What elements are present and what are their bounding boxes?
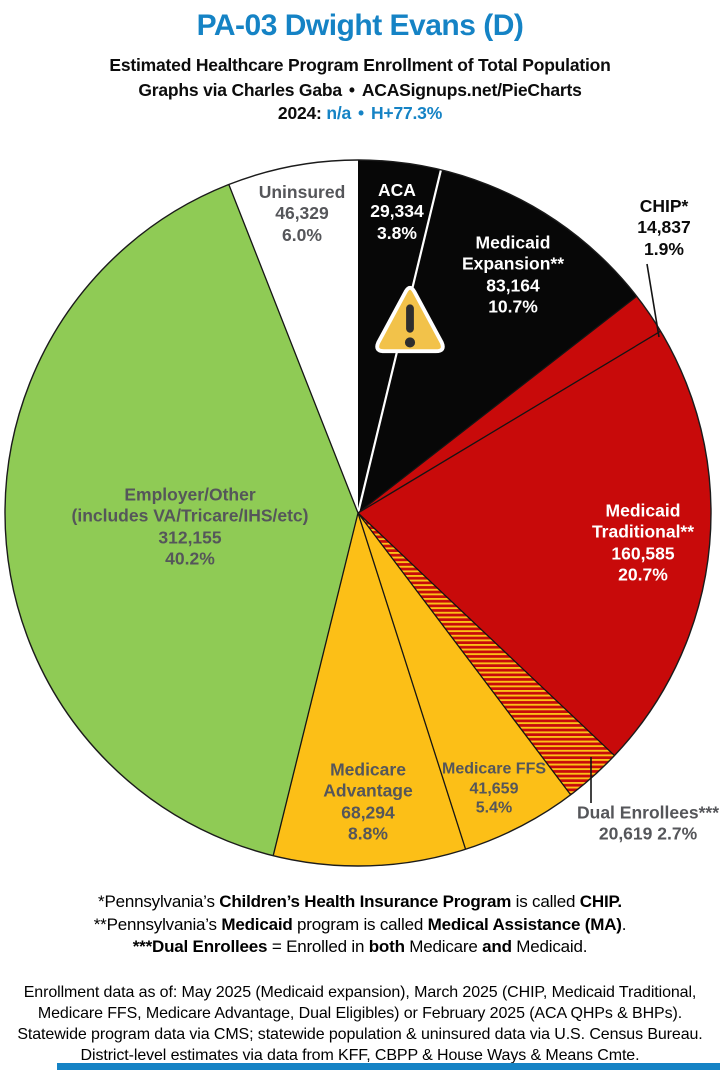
year-metrics: 2024: n/a • H+77.3%: [0, 103, 720, 124]
footnote-line-1: *Pennsylvania’s Children’s Health Insura…: [98, 892, 622, 911]
slice-divider-chip: [357, 295, 638, 514]
year-value: n/a: [326, 103, 352, 123]
slice-divider-medicaid-traditional: [357, 330, 661, 514]
byline: Graphs via Charles Gaba • ACASignups.net/P…: [0, 80, 720, 101]
pie-label-medicare-ffs: Medicare FFS 41,659 5.4%: [441, 760, 547, 817]
pie-label-uninsured: Uninsured 46,329 6.0%: [258, 181, 346, 245]
pie-slice-medicaid-expansion: [358, 169, 637, 513]
pie-label-medicare-advantage: Medicare Advantage 68,294 8.8%: [323, 759, 413, 844]
pie-slice-medicare-ffs: [358, 513, 571, 850]
slice-divider-medicare-ffs: [357, 512, 572, 796]
pie-label-employer-other: Employer/Other (includes VA/Tricare/IHS/e…: [71, 484, 309, 569]
footnote-line-2: **Pennsylvania’s Medicaid program is cal…: [93, 914, 627, 934]
source-line-2: Medicare FFS, Medicare Advantage, Dual E…: [37, 1005, 683, 1022]
slice-divider-uninsured: [228, 184, 359, 514]
byline-site: ACASignups.net/PieCharts: [361, 80, 582, 100]
metric-bullet: •: [358, 103, 364, 123]
pie-label-medicaid-expansion: Medicaid Expansion** 83,164 10.7%: [461, 232, 565, 317]
pie-slice-uninsured: [228, 160, 358, 513]
pie-label-dual-enrollees: Dual Enrollees*** 20,619 2.7%: [577, 802, 719, 844]
source-line-1: Enrollment data as of: May 2025 (Medicai…: [23, 984, 697, 1001]
pie-outline: [4, 159, 712, 867]
source-line-4: District-level estimates via data from K…: [80, 1047, 640, 1064]
pie-slice-chip: [358, 296, 661, 513]
page-title: PA-03 Dwight Evans (D): [196, 9, 524, 42]
bottom-accent-bar: [57, 1063, 720, 1070]
slice-divider-medicare-advantage: [357, 512, 467, 850]
metric-value: H+77.3%: [370, 103, 443, 123]
pie-slice-medicare-advantage: [273, 513, 466, 866]
footnote-line-3: ***Dual Enrollees = Enrolled in both Med…: [132, 937, 588, 956]
source-note: Enrollment data as of: May 2025 (Medicai…: [0, 982, 720, 1066]
year-label: 2024:: [277, 103, 322, 123]
slice-divider-dual-enrollees: [357, 512, 615, 757]
leader-line-chip: [646, 263, 660, 338]
pie-slice-dual-enrollees: [358, 513, 615, 795]
pie-label-medicaid-traditional: Medicaid Traditional** 160,585 20.7%: [591, 500, 695, 585]
pie-slice-medicaid-traditional: [358, 331, 712, 756]
source-line-3: Statewide program data via CMS; statewid…: [17, 1026, 703, 1043]
pie-label-aca: ACA 29,334 3.8%: [370, 179, 424, 243]
warning-icon: [375, 285, 445, 354]
bullet-separator: •: [348, 80, 355, 100]
byline-credit: Graphs via Charles Gaba: [138, 80, 342, 100]
subtitle: Estimated Healthcare Program Enrollment …: [109, 55, 611, 75]
pie-slice-employer-other: [5, 184, 358, 856]
pie-label-chip: CHIP* 14,837 1.9%: [637, 195, 691, 259]
footnotes: *Pennsylvania’s Children’s Health Insura…: [0, 891, 720, 959]
slice-divider-employer-other: [272, 512, 359, 856]
